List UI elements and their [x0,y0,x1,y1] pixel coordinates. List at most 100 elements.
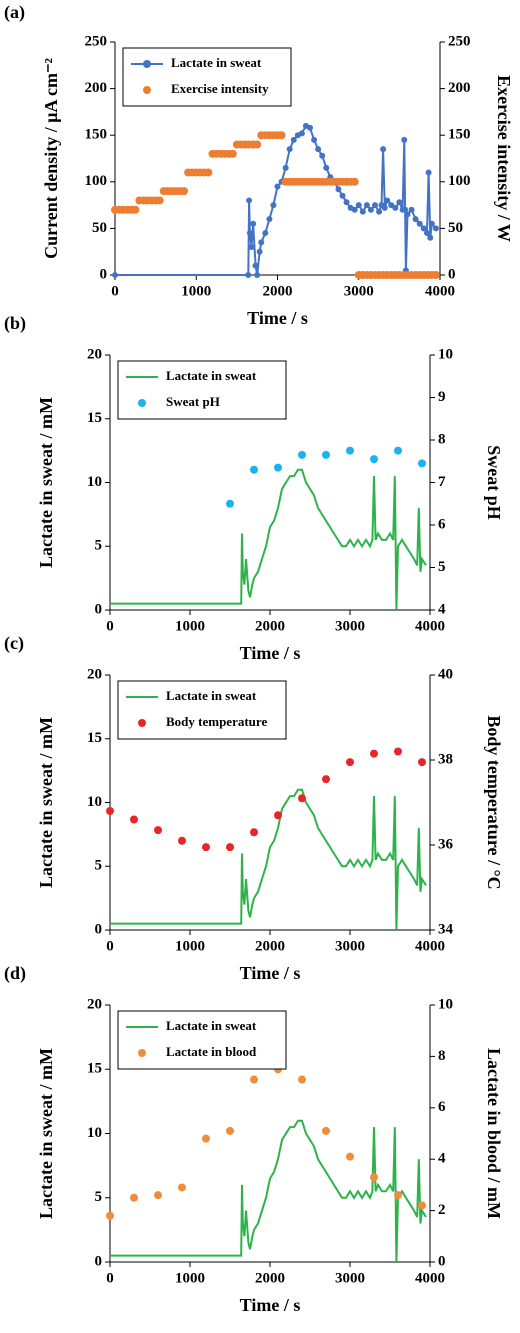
y2-tick-label: 4 [438,1151,446,1167]
y2-tick-label: 150 [448,127,471,143]
data-point [432,225,439,232]
y-axis-label: Lactate in sweat / mM [36,397,56,568]
data-point [339,192,346,199]
y2-axis-label: Lactate in blood / mM [484,1048,504,1219]
y-tick-label: 5 [95,538,103,554]
x-tick-label: 4000 [415,618,445,634]
data-point [274,811,282,820]
data-point [370,455,378,464]
y2-tick-label: 2 [438,1202,446,1218]
y2-tick-label: 7 [438,474,446,490]
data-point [376,208,383,215]
x-axis-label: Time / s [247,308,308,328]
y2-tick-label: 50 [448,220,463,236]
data-point [154,1191,162,1200]
y-tick-label: 150 [85,127,108,143]
data-point [248,244,255,251]
data-point [274,183,281,190]
y2-tick-label: 4 [438,601,446,617]
data-point [343,199,350,206]
data-point [418,1201,426,1210]
panel-label: (d) [4,963,26,984]
data-point [226,843,234,852]
data-point [307,124,313,131]
data-point [130,815,138,824]
y-tick-label: 10 [87,794,102,810]
data-point [290,136,297,143]
data-point [420,225,427,232]
y2-tick-label: 0 [448,266,456,282]
data-point [404,211,411,218]
y-tick-label: 15 [87,1061,102,1077]
y2-tick-label: 200 [448,80,471,96]
data-point [394,446,402,455]
data-point [370,1173,378,1182]
y-tick-label: 0 [100,266,108,282]
data-point [226,499,234,508]
data-point [180,187,189,196]
data-point [112,272,118,278]
y2-tick-label: 34 [438,921,454,937]
x-tick-label: 0 [106,1270,114,1286]
data-point [178,1183,186,1192]
data-point [355,202,362,209]
x-tick-label: 0 [106,938,114,954]
data-point [250,220,257,227]
data-point [412,216,419,223]
data-point [246,230,253,237]
y-tick-label: 5 [95,858,103,874]
data-point [380,146,387,153]
data-point [106,1211,114,1220]
legend-box [117,360,287,420]
data-point [250,828,258,837]
x-tick-label: 1000 [175,618,205,634]
data-point [335,186,342,193]
x-tick-label: 2000 [255,618,285,634]
legend-box [117,1010,287,1070]
data-point [266,216,273,223]
data-point [298,1075,306,1084]
data-point [346,446,354,455]
y-axis-label: Current density / μA cm⁻² [41,58,61,259]
panel-label: (a) [4,2,25,23]
y2-tick-label: 40 [438,666,453,682]
data-point [351,206,358,213]
y2-tick-label: 8 [438,1048,446,1064]
data-point [396,199,403,206]
y2-tick-label: 8 [438,431,446,447]
legend-label: Body temperature [166,714,267,729]
data-point [346,1152,354,1161]
y2-axis-label: Sweat pH [484,445,504,520]
x-tick-label: 2000 [255,1270,285,1286]
data-point [131,205,140,214]
legend-label: Lactate in sweat [166,688,257,703]
data-point [246,197,253,204]
data-point [402,206,409,213]
y-tick-label: 5 [95,1189,103,1205]
data-point [252,262,259,269]
y2-tick-label: 0 [438,1253,446,1269]
data-point [392,204,399,211]
data-point [250,1075,258,1084]
data-point [274,463,282,472]
x-tick-label: 4000 [415,1270,445,1286]
legend-marker [143,86,151,94]
x-tick-label: 3000 [335,1270,365,1286]
legend-box [117,680,287,740]
x-tick-label: 1000 [181,283,211,299]
data-point [226,1126,234,1135]
data-point [286,146,293,153]
data-point [424,230,430,237]
x-tick-label: 4000 [415,938,445,954]
data-point [363,202,370,209]
x-tick-label: 1000 [175,1270,205,1286]
data-point [323,164,330,171]
x-tick-label: 2000 [255,938,285,954]
legend-marker [138,1049,146,1057]
data-point [154,826,162,835]
x-tick-label: 3000 [335,938,365,954]
legend-label: Lactate in sweat [166,368,257,383]
y2-tick-label: 250 [448,33,471,49]
data-point [106,807,114,815]
